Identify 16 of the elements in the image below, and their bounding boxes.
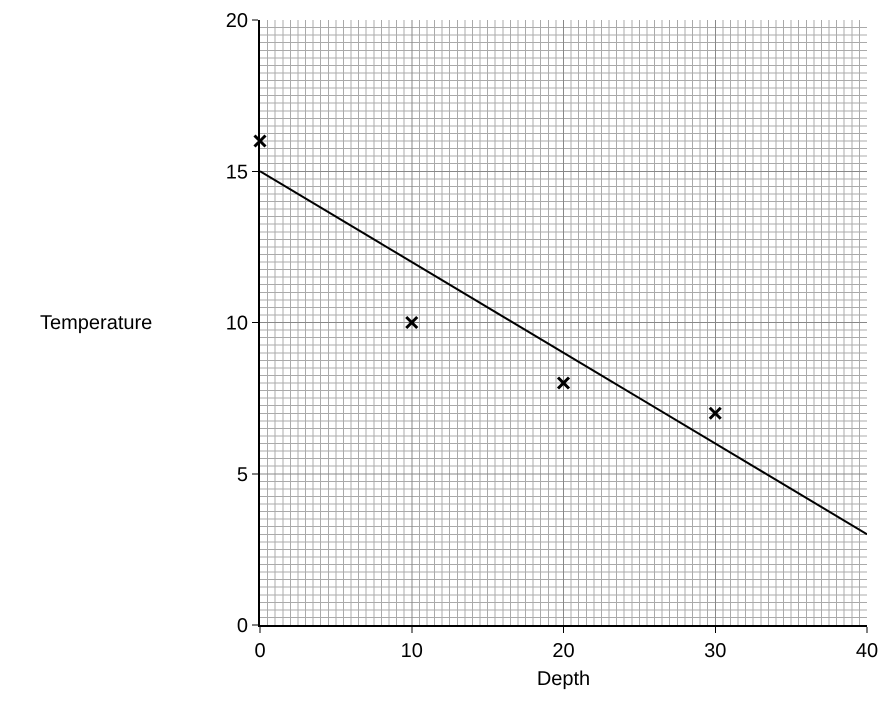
y-tick-label: 20 <box>226 10 248 32</box>
x-tick-label: 30 <box>704 640 726 662</box>
x-tick-label: 40 <box>856 640 878 662</box>
x-axis-title: Depth <box>536 668 590 690</box>
y-tick-label: 0 <box>236 615 248 637</box>
point <box>556 376 570 390</box>
point <box>253 134 267 148</box>
y-tick-label: 15 <box>226 161 248 184</box>
x-tick-label: 0 <box>254 640 266 662</box>
y-tick-label: 10 <box>226 312 248 334</box>
y-tick-label: 5 <box>236 464 248 486</box>
point <box>404 316 419 330</box>
x-tick-label: 20 <box>552 640 575 662</box>
point <box>708 406 722 420</box>
x-tick-label: 10 <box>400 640 423 662</box>
y-axis-title: Temperature <box>40 312 152 334</box>
